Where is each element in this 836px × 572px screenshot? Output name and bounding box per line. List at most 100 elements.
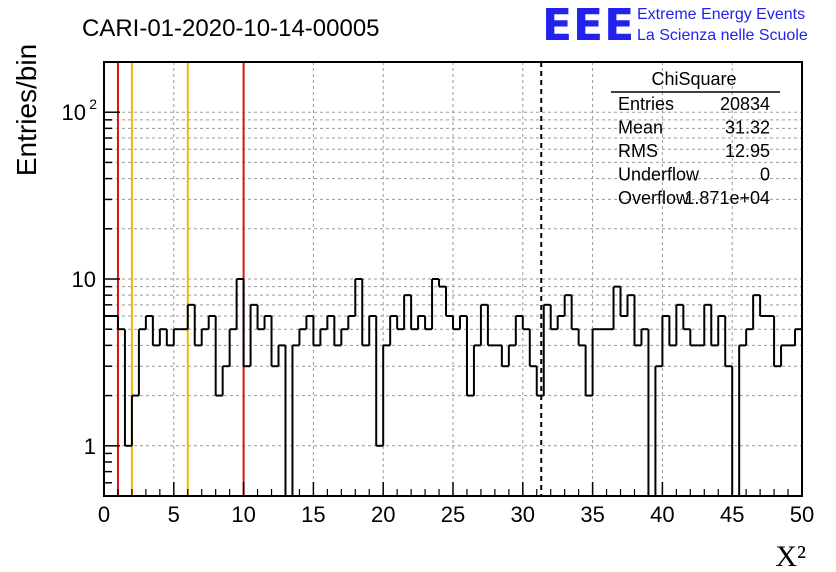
histogram-bin [500, 345, 509, 368]
histogram-bin [347, 315, 356, 330]
histogram-bin [144, 315, 153, 330]
histogram-bin [682, 304, 691, 331]
stats-label: Mean [618, 118, 663, 138]
histogram [104, 278, 802, 496]
stats-value: 20834 [720, 94, 770, 114]
eee-logo: EEE Extreme Energy Events La Scienza nel… [542, 0, 808, 51]
logo-text: EEE [542, 0, 635, 51]
histogram-bin [577, 329, 586, 347]
histogram-bin [458, 315, 467, 330]
histogram-bin [207, 315, 216, 330]
stats-value: 0 [760, 165, 770, 185]
histogram-bin [200, 328, 209, 346]
histogram-bin [410, 295, 419, 331]
histogram-bin [165, 329, 174, 347]
x-tick-label: 20 [371, 502, 395, 527]
histogram-bin [284, 345, 287, 496]
histogram-bin [137, 328, 146, 396]
histogram-bin [242, 279, 251, 368]
stats-label: Entries [618, 94, 674, 114]
y-tick-label: 10 [62, 100, 86, 125]
histogram-bin [291, 344, 300, 496]
brand-line-1: Extreme Energy Events [637, 6, 805, 23]
histogram-bin [431, 278, 440, 330]
histogram-bin [123, 329, 132, 447]
histogram-bin [619, 286, 628, 318]
histogram-bin [689, 329, 698, 347]
histogram-bin [172, 328, 181, 346]
stats-label: RMS [618, 141, 658, 161]
x-tick-label: 50 [790, 502, 814, 527]
histogram-bin [151, 316, 160, 347]
x-tick-label: 5 [168, 502, 180, 527]
histogram-bin [333, 316, 342, 347]
stats-box-title: ChiSquare [651, 69, 736, 89]
histogram-bin [235, 278, 244, 330]
histogram-bin [612, 285, 621, 330]
histogram-bin [661, 315, 670, 367]
histogram-bin [486, 304, 495, 347]
histogram-bin [724, 316, 733, 368]
histogram-bin [319, 328, 328, 346]
histogram-bin [563, 294, 572, 317]
histogram-bin [647, 329, 650, 496]
histogram-bin [570, 295, 579, 331]
histogram-bin [675, 303, 684, 346]
histogram-bin [256, 304, 265, 331]
histogram-bin [738, 344, 747, 496]
stats-box: ChiSquare Entries 20834 Mean 31.32 RMS 12.95 U… [611, 69, 780, 208]
y-tick-label: 10 [72, 267, 96, 292]
histogram-bin [668, 316, 677, 347]
histogram-bin [794, 328, 802, 346]
histogram-bin [249, 303, 258, 367]
histogram-bin [780, 344, 789, 367]
histogram-bin [717, 315, 726, 346]
histogram-bin [193, 304, 202, 347]
histogram-bin [214, 316, 223, 397]
histogram-bin [158, 328, 167, 346]
y-tick-exponent: 2 [89, 96, 97, 112]
x-tick-label: 45 [720, 502, 744, 527]
histogram-bin [452, 316, 460, 331]
x-tick-label: 35 [580, 502, 604, 527]
x-tick-label: 25 [441, 502, 465, 527]
y-axis-title: Entries/bin [11, 44, 42, 176]
histogram-bin [403, 294, 412, 330]
histogram-bin [633, 295, 642, 347]
histogram-bin [556, 315, 565, 330]
histogram-bin [368, 315, 377, 346]
histogram-bin [382, 344, 391, 446]
histogram-bars [104, 278, 802, 496]
histogram-bin [305, 315, 314, 330]
stats-value: 1.871e+04 [684, 188, 770, 208]
histogram-bin [514, 315, 523, 346]
histogram-bin [584, 345, 593, 397]
histogram-bin [298, 328, 307, 346]
stats-label: Underflow [618, 165, 700, 185]
x-tick-label: 15 [301, 502, 325, 527]
stats-label: Overflow [618, 188, 690, 208]
histogram-bin [326, 315, 335, 330]
histogram-bin [375, 316, 384, 447]
histogram-bin [626, 294, 635, 317]
histogram-bin [465, 316, 474, 397]
histogram-bin [424, 316, 433, 331]
stats-value: 12.95 [725, 141, 770, 161]
histogram-bin [354, 278, 363, 317]
histogram-bin [507, 344, 516, 367]
histogram-bin [417, 315, 426, 330]
x-tick-label: 30 [511, 502, 535, 527]
histogram-bin [228, 328, 237, 367]
x-tick-label: 40 [650, 502, 674, 527]
histogram-bin [710, 304, 719, 347]
histogram-bin [130, 394, 139, 446]
histogram-bin [528, 329, 537, 368]
x-axis-title: X² [775, 540, 806, 572]
histogram-bin [396, 316, 405, 331]
histogram-bin [221, 365, 230, 396]
histogram-bin [591, 328, 600, 396]
histogram-bin [263, 315, 272, 330]
histogram-bin [312, 316, 321, 347]
